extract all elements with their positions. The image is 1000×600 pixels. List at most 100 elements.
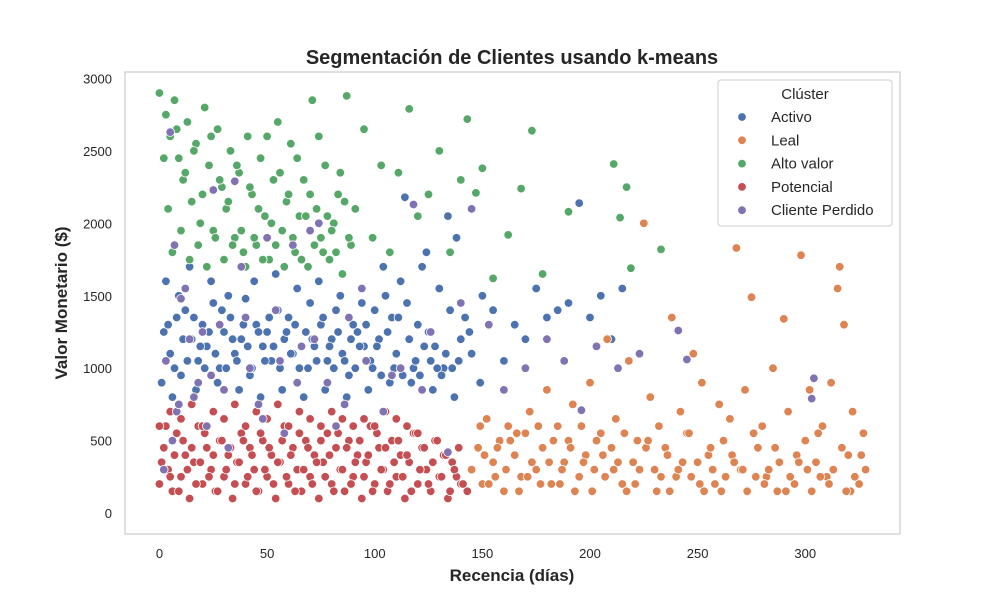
data-point [320,472,330,482]
data-point [499,486,509,497]
data-point [331,421,341,431]
data-point [520,334,531,344]
data-point [553,421,563,431]
data-point [214,320,225,330]
data-point [290,486,300,497]
data-point [807,486,817,497]
data-point [449,392,460,402]
data-point [195,341,206,352]
data-point [202,262,212,272]
data-point [193,356,203,366]
data-point [240,312,251,323]
data-point [281,327,292,337]
data-point [208,406,219,417]
data-point [311,204,322,214]
data-point [258,254,268,265]
data-point [264,443,274,453]
data-point [339,356,350,366]
data-point [169,95,180,105]
data-point [363,385,374,395]
y-tick-label: 2000 [83,216,112,231]
data-point [318,247,328,258]
data-point [219,414,229,424]
data-point [445,305,455,315]
data-point [462,486,473,497]
data-point [477,291,488,301]
data-point [449,464,460,475]
legend-label: Cliente Perdido [771,202,874,219]
x-tick-label: 50 [260,546,274,561]
data-point [230,176,240,187]
data-point [445,247,455,258]
data-point [268,341,279,352]
data-point [466,349,477,359]
data-point [154,88,165,98]
data-point [217,435,227,446]
legend-box [717,79,893,227]
data-point [262,233,272,243]
data-point [169,363,180,373]
data-point [260,356,270,366]
data-point [445,486,455,497]
data-point [180,450,191,460]
data-point [613,457,623,468]
data-point [488,273,498,284]
data-point [208,298,219,308]
data-point [348,421,358,431]
y-tick-label: 2500 [83,144,112,159]
data-point [195,218,206,229]
data-point [236,225,247,236]
data-point [342,91,352,101]
data-point [542,385,552,395]
data-point [210,349,221,359]
data-point [794,457,804,468]
data-point [271,305,281,315]
data-point [413,320,423,330]
data-point [621,486,632,497]
data-point [165,472,175,482]
data-point [307,479,318,489]
data-point [542,312,552,323]
data-point [807,393,817,404]
data-point [154,479,165,489]
data-point [443,211,453,221]
legend-marker [737,205,747,215]
y-tick-labels: 0 500 1000 1500 2000 2500 3000 [83,72,112,521]
data-point [393,312,404,323]
data-point [817,421,828,431]
data-point [163,320,173,330]
data-point [273,399,283,410]
data-point [613,363,623,373]
data-point [163,204,173,214]
data-point [783,406,793,417]
data-point [309,334,320,344]
data-point [746,292,757,302]
legend-label: Alto valor [771,156,834,173]
data-point [260,211,270,221]
data-point [339,486,350,497]
data-point [355,435,365,446]
data-point [460,312,470,323]
data-point [357,298,367,308]
data-point [738,464,748,475]
data-point [242,341,253,352]
data-point [417,262,427,272]
data-point [802,464,813,475]
data-point [585,312,595,323]
data-point [350,363,361,373]
data-point [828,464,839,475]
data-point [316,435,326,446]
data-point [544,457,554,468]
data-point [288,240,298,250]
data-point [314,276,324,287]
data-point [393,167,404,178]
legend: Clúster Activo Leal Alto valor Potencial Cli… [717,79,893,227]
data-point [320,160,330,171]
data-point [615,212,625,223]
data-point [342,443,352,453]
data-point [510,320,520,330]
data-point [171,428,182,439]
data-point [471,188,481,198]
data-point [843,450,854,460]
data-point [214,175,225,185]
